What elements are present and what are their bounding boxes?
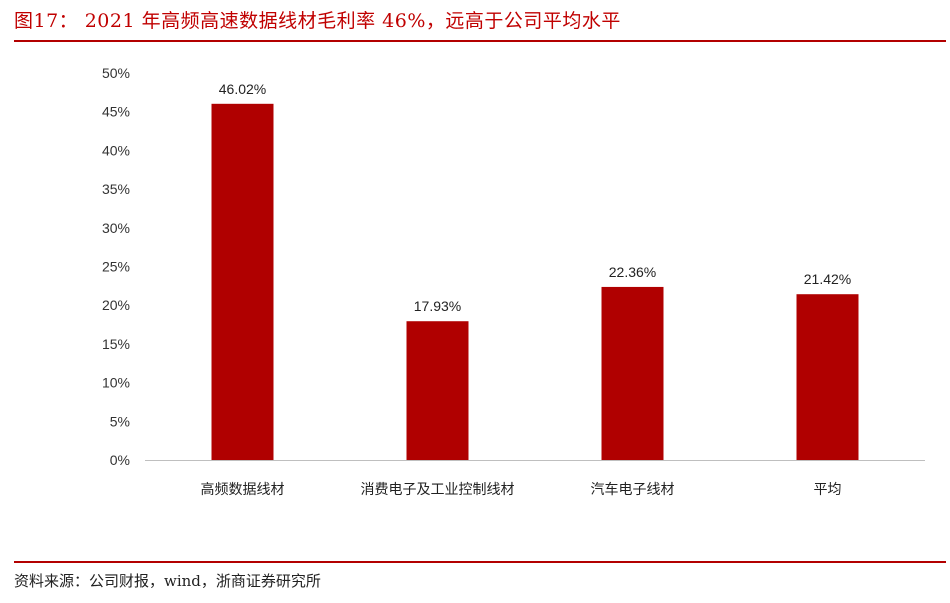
x-category-label: 汽车电子线材 (591, 481, 675, 498)
bar-value-label: 21.42% (804, 271, 851, 287)
bar (796, 294, 859, 460)
y-tick-label: 15% (102, 336, 130, 352)
bar (211, 103, 274, 460)
bar-value-label: 22.36% (609, 264, 656, 280)
x-category-label: 平均 (814, 482, 842, 498)
y-axis-ticks: 0% 5% 10% 15% 20% 25% 30% 35% 40% 45% 50% (102, 65, 130, 468)
figure-title: 图17： 2021 年高频高速数据线材毛利率 46%，远高于公司平均水平 (14, 10, 621, 32)
bar (406, 321, 469, 460)
source-note: 资料来源：公司财报，wind，浙商证券研究所 (14, 572, 321, 590)
y-tick-label: 10% (102, 375, 130, 391)
bar-chart: 0% 5% 10% 15% 20% 25% 30% 35% 40% 45% 50% 46.02% 17… (102, 65, 925, 498)
bar-value-label: 46.02% (219, 81, 266, 97)
x-category-label: 高频数据线材 (201, 481, 285, 498)
x-axis-categories: 高频数据线材 消费电子及工业控制线材 汽车电子线材 平均 (201, 481, 842, 498)
y-tick-label: 50% (102, 65, 130, 81)
y-tick-label: 25% (102, 259, 130, 275)
title-rule (14, 40, 946, 42)
data-labels: 46.02% 17.93% 22.36% 21.42% (219, 81, 851, 314)
bar-value-label: 17.93% (414, 298, 461, 314)
bar-series (211, 103, 859, 460)
y-tick-label: 45% (102, 104, 130, 120)
y-tick-label: 35% (102, 181, 130, 197)
y-tick-label: 20% (102, 297, 130, 313)
y-tick-label: 0% (110, 452, 130, 468)
y-tick-label: 5% (110, 413, 130, 429)
x-category-label: 消费电子及工业控制线材 (361, 482, 515, 498)
source-rule (14, 561, 946, 563)
y-tick-label: 30% (102, 220, 130, 236)
bar (601, 286, 664, 460)
y-tick-label: 40% (102, 142, 130, 158)
